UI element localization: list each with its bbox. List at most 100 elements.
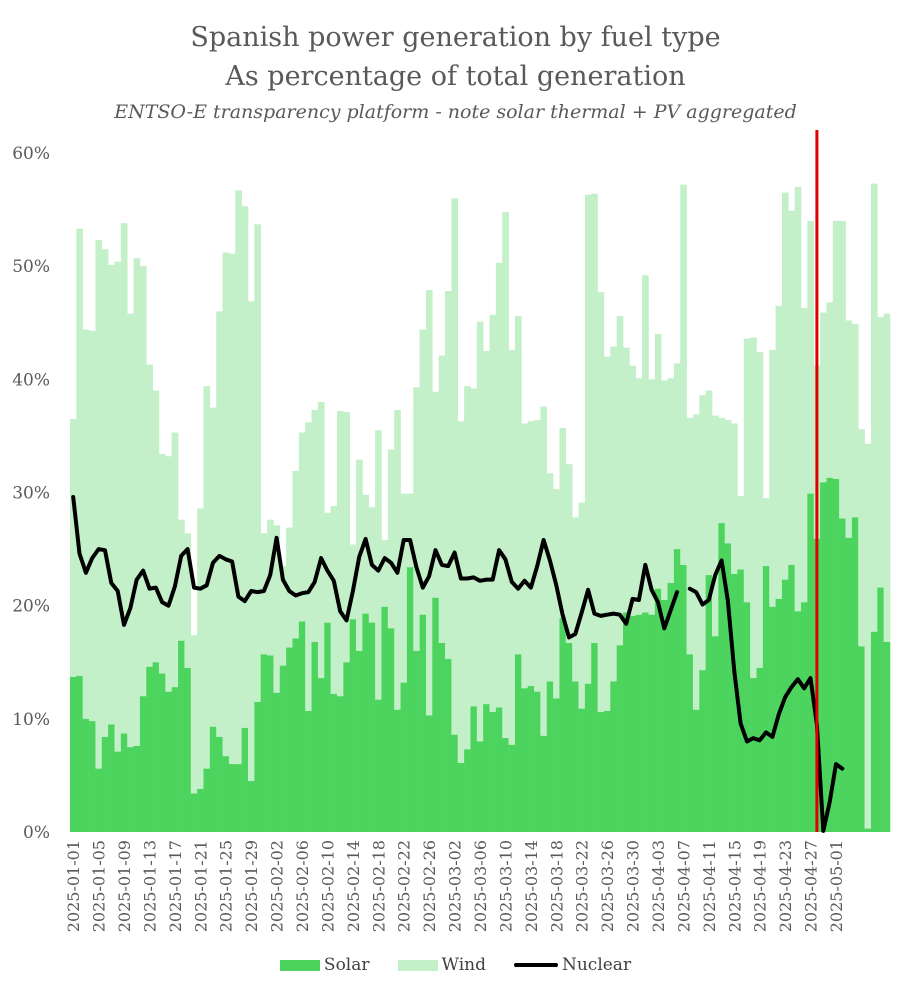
wind-bar [114,261,122,752]
legend: Solar Wind Nuclear [0,955,911,975]
solar-bar [826,477,834,832]
wind-bar [489,314,497,713]
wind-bar [534,420,541,692]
solar-bar [279,665,287,832]
x-tick-label: 2025-04-23 [776,840,795,932]
y-tick-label: 60% [12,144,50,164]
wind-bar [336,411,344,697]
wind-bar [483,351,490,705]
solar-bar [495,707,503,832]
wind-bar [419,329,427,615]
x-tick-label: 2025-01-29 [242,840,261,932]
wind-bar [425,289,433,716]
solar-bar [762,566,770,832]
solar-bar [648,614,656,832]
wind-bar [775,305,783,599]
solar-bar [298,621,306,832]
wind-bar [108,265,115,725]
wind-bar [572,517,579,682]
wind-bar [381,540,389,607]
solar-bar [464,749,471,832]
wind-bar [870,183,878,632]
solar-bar [781,579,789,832]
solar-bar [680,564,687,832]
wind-bar [222,252,230,757]
solar-bar [718,523,726,832]
wind-bar [457,421,465,763]
wind-bar [610,346,617,682]
x-tick-label: 2025-03-18 [547,840,566,932]
wind-bar [724,420,732,544]
solar-bar [565,643,573,832]
solar-bar [425,715,433,832]
wind-bar [445,291,452,659]
solar-bar [578,708,586,832]
wind-bar [756,352,764,668]
solar-bar [629,615,637,832]
solar-bar [870,631,878,832]
x-tick-label: 2025-03-26 [598,840,617,932]
wind-bar [298,432,306,622]
wind-bar [89,330,96,722]
wind-bar [648,379,656,615]
solar-bar [686,654,694,832]
solar-bar [877,587,884,832]
solar-bar [654,588,662,832]
solar-bar [235,764,242,832]
legend-swatch-nuclear [513,963,558,967]
solar-bar [470,706,478,832]
solar-bar [254,701,261,832]
wind-bar [292,470,300,639]
wind-bar [508,349,516,745]
x-tick-label: 2025-01-21 [191,840,210,932]
x-tick-label: 2025-02-18 [369,840,388,932]
wind-bar [514,315,522,655]
solar-bar [222,756,230,832]
wind-bar [584,194,592,684]
x-tick-label: 2025-02-06 [293,840,312,932]
x-tick-label: 2025-03-02 [446,840,465,932]
solar-bar [508,744,516,832]
wind-bar [877,317,884,588]
wind-bar [228,253,236,765]
x-tick-label: 2025-03-30 [624,840,643,932]
wind-bar [603,356,611,711]
y-tick-label: 10% [12,710,50,730]
wind-bar [165,456,173,692]
wind-bar [820,312,827,483]
wind-bar [216,311,223,737]
solar-bar [432,597,439,832]
solar-bar [120,733,128,832]
legend-swatch-solar [279,959,320,971]
solar-bar [146,666,153,832]
wind-bar [387,449,395,629]
wind-bar [883,313,891,642]
solar-bar [750,678,757,832]
solar-bar [349,619,357,832]
wind-bar [120,223,128,734]
x-tick-label: 2025-02-10 [318,840,337,932]
x-tick-label: 2025-03-10 [496,840,515,932]
wind-bar [317,401,325,679]
solar-bar [381,606,389,832]
solar-bar [483,704,490,832]
wind-bar [559,427,567,619]
wind-bar [762,498,770,567]
x-tick-label: 2025-04-15 [725,840,744,932]
solar-bar [597,712,605,832]
legend-item-nuclear: Nuclear [513,955,631,975]
wind-bar [642,275,649,613]
x-tick-label: 2025-05-01 [827,840,846,932]
solar-bar [171,687,179,832]
solar-bar [603,710,611,832]
wind-bar [158,454,166,674]
solar-bar [190,793,198,832]
solar-bar [260,654,268,832]
solar-bar [769,606,776,832]
x-tick-label: 2025-04-07 [674,840,693,932]
solar-bar [247,781,255,832]
wind-bar [330,506,338,694]
wind-bar [273,525,281,693]
wind-bar [343,412,350,663]
wind-bar [661,380,668,601]
